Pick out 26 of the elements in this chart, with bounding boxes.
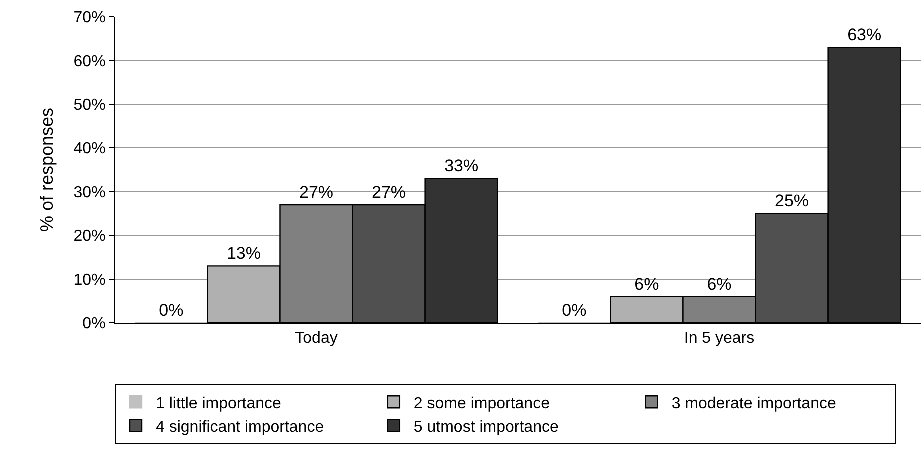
data-label: 33% [444, 156, 479, 176]
y-tick-label: 60% [74, 53, 106, 70]
y-tick-label: 0% [82, 316, 106, 333]
data-label: 13% [226, 244, 261, 264]
legend-label: 2 some importance [414, 395, 550, 412]
data-label: 6% [707, 274, 732, 294]
legend-label: 3 moderate importance [672, 395, 836, 412]
data-label: 27% [299, 182, 334, 202]
y-tick-label: 70% [74, 10, 106, 27]
x-tick-label: In 5 years [684, 330, 755, 348]
y-axis-title: % of responses [36, 108, 57, 232]
legend-label: 1 little importance [156, 395, 282, 412]
y-tick-label: 40% [74, 140, 106, 158]
legend-label: 5 utmost importance [414, 419, 559, 436]
y-tick-label: 20% [74, 228, 106, 246]
y-tick-label: 10% [74, 272, 106, 289]
data-label: 27% [372, 182, 406, 202]
data-label: 0% [562, 301, 587, 320]
data-label: 0% [159, 301, 184, 320]
y-tick-label: 30% [74, 184, 106, 202]
x-tick-label: Today [295, 330, 338, 348]
data-label: 63% [848, 26, 882, 45]
data-label: 25% [775, 192, 810, 211]
legend-label: 4 significant importance [156, 419, 324, 436]
data-label: 6% [634, 274, 660, 294]
y-tick-label: 50% [74, 97, 106, 114]
